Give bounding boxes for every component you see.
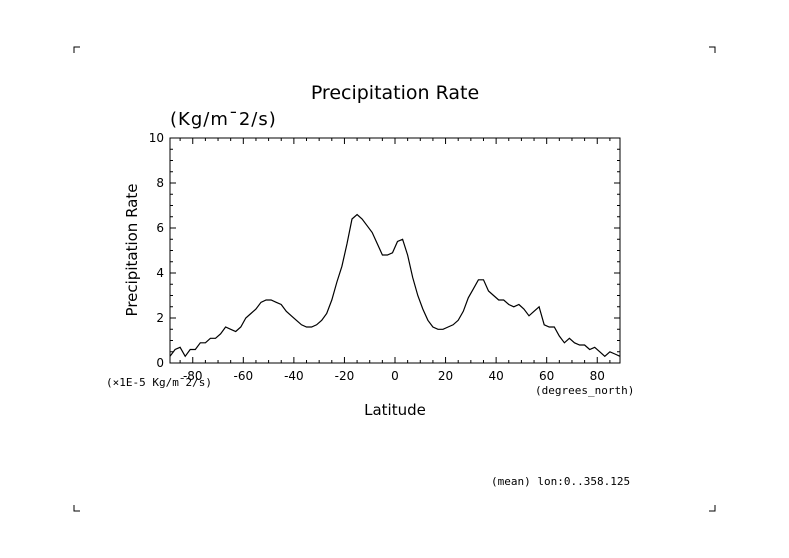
x-tick-labels: -80 -60 -40 -20 0 20 40 60 80 — [183, 369, 605, 383]
x-axis-label: Latitude — [364, 401, 426, 419]
y-axis-label: Precipitation Rate — [123, 184, 141, 317]
y-tick-label: 0 — [156, 356, 164, 370]
corner-marks — [73, 46, 716, 512]
corner-mark-bottom-right — [709, 505, 716, 512]
x-tick-label: -80 — [183, 369, 203, 383]
y-tick-label: 6 — [156, 221, 164, 235]
x-tick-label: -60 — [234, 369, 254, 383]
x-tick-label: 20 — [438, 369, 453, 383]
x-tick-label: 80 — [590, 369, 605, 383]
units-label: (Kg/m¯2/s) — [170, 109, 277, 130]
corner-mark-top-right — [709, 46, 716, 53]
x-tick-label: 60 — [539, 369, 554, 383]
corner-mark-top-left — [73, 46, 80, 53]
x-units-label: (degrees_north) — [535, 384, 634, 397]
y-tick-labels: 0 2 4 6 8 10 — [149, 131, 164, 370]
scale-note: (×1E-5 Kg/m¯2/s) — [106, 376, 212, 389]
precipitation-line — [169, 213, 621, 358]
x-tick-label: 40 — [488, 369, 503, 383]
y-tick-label: 4 — [156, 266, 164, 280]
y-tick-label: 8 — [156, 176, 164, 190]
footnote: (mean) lon:0..358.125 — [491, 475, 630, 488]
corner-mark-bottom-left — [73, 505, 80, 512]
x-tick-label: 0 — [391, 369, 399, 383]
x-tick-label: -40 — [284, 369, 304, 383]
chart-title: Precipitation Rate — [311, 82, 479, 104]
x-tick-label: -20 — [335, 369, 355, 383]
axis-ticks — [170, 137, 620, 364]
y-tick-label: 10 — [149, 131, 164, 145]
y-tick-label: 2 — [156, 311, 164, 325]
